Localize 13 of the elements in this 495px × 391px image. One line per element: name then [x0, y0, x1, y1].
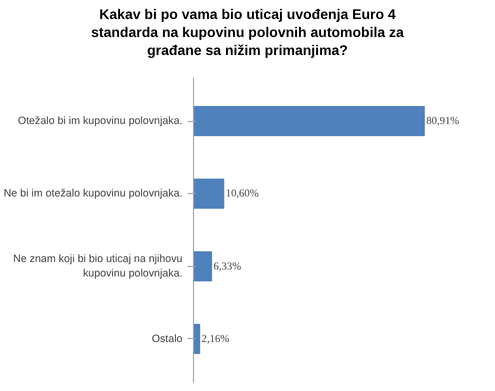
y-tick-label: Ostalo — [152, 332, 183, 345]
bar — [194, 324, 200, 354]
data-label: 6,33% — [214, 261, 242, 272]
bar — [194, 178, 224, 209]
bar — [194, 251, 212, 282]
data-label: 10,60% — [226, 188, 259, 200]
data-label: 80,91% — [426, 116, 460, 128]
y-tick-label: Ne bi im otežalo kupovinu polovnjaka. — [4, 188, 183, 200]
y-tick-label: Ne znam koji bi bio uticaj na njihovu kupovinu polovnjaka. — [13, 253, 183, 280]
bar — [194, 106, 425, 136]
data-label: 2,16% — [202, 334, 230, 345]
y-tick-label: Otežalo bi im kupovinu polovnjaka. — [18, 115, 183, 128]
chart-title: Kakav bi po vama bio uticaj uvođenja Euro 4 standarda na kupovinu polovnih automobila za građane sa nižim primanjima? — [91, 5, 404, 60]
